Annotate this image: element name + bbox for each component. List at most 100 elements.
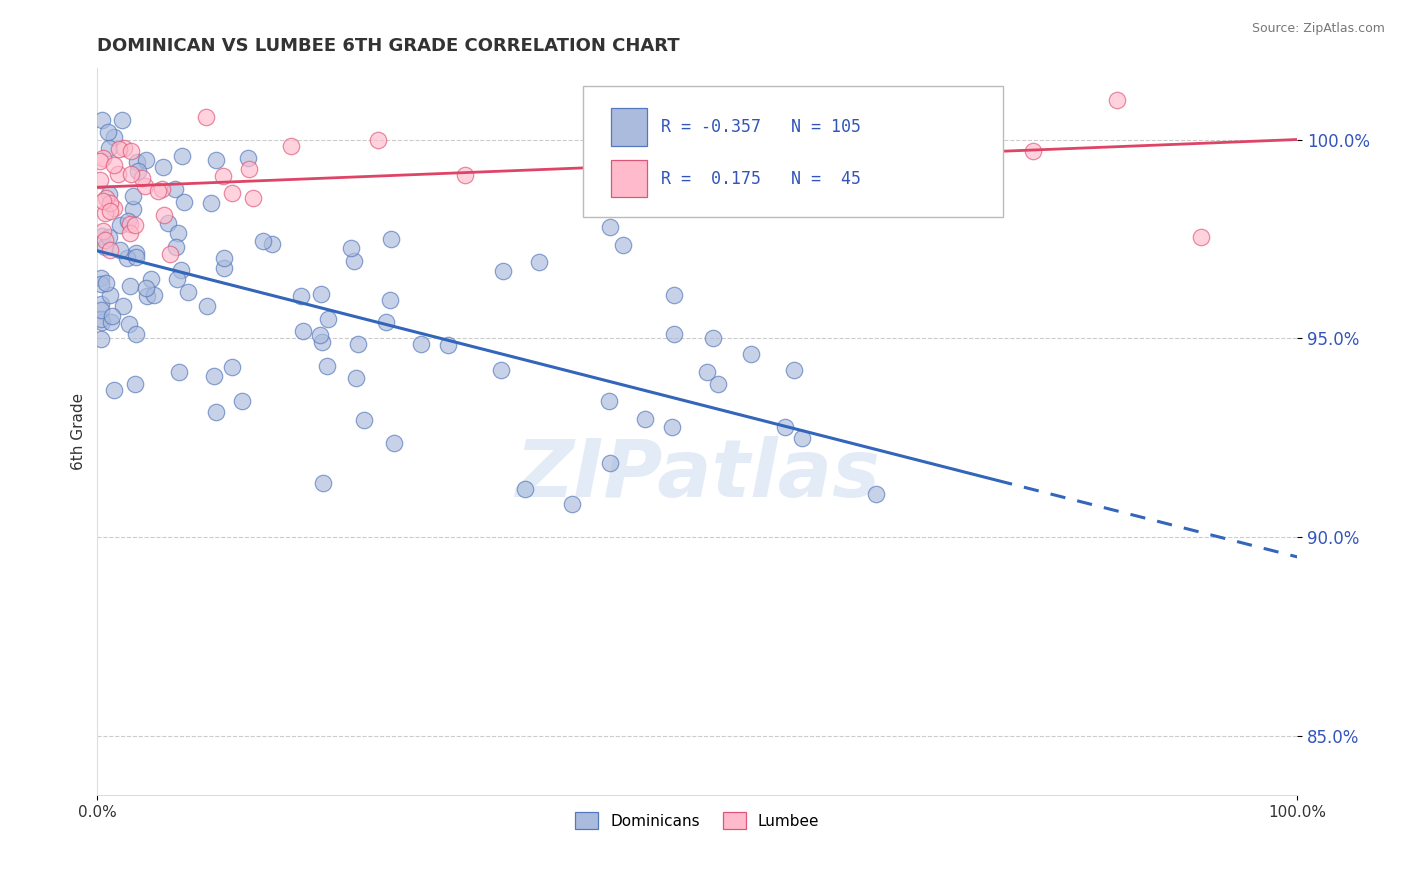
Point bbox=[131, 171, 153, 186]
Point bbox=[124, 219, 146, 233]
Point bbox=[626, 145, 648, 160]
Point bbox=[98, 203, 121, 218]
Point bbox=[103, 383, 125, 397]
Point bbox=[150, 182, 173, 196]
Point bbox=[90, 332, 112, 346]
Point bbox=[311, 287, 333, 301]
Text: Source: ZipAtlas.com: Source: ZipAtlas.com bbox=[1251, 22, 1385, 36]
Point bbox=[120, 217, 142, 231]
Point bbox=[665, 109, 688, 123]
Legend: Dominicans, Lumbee: Dominicans, Lumbee bbox=[569, 806, 825, 835]
Point bbox=[262, 237, 284, 252]
Point bbox=[91, 194, 114, 208]
Point bbox=[280, 139, 302, 153]
Point bbox=[117, 252, 139, 266]
Point bbox=[148, 185, 170, 199]
Point bbox=[93, 205, 115, 219]
Point bbox=[380, 293, 402, 308]
Point bbox=[347, 337, 370, 351]
Point bbox=[120, 167, 142, 181]
Point bbox=[98, 141, 121, 155]
Point bbox=[664, 326, 686, 341]
Point bbox=[492, 263, 515, 277]
Point bbox=[661, 420, 683, 434]
Point bbox=[194, 110, 217, 124]
Point bbox=[112, 141, 135, 155]
Point bbox=[91, 229, 114, 244]
Point bbox=[214, 260, 236, 275]
Point bbox=[205, 153, 228, 167]
Point bbox=[152, 161, 174, 175]
Point bbox=[125, 327, 148, 342]
Point bbox=[950, 93, 973, 107]
Y-axis label: 6th Grade: 6th Grade bbox=[72, 393, 86, 470]
Point bbox=[103, 158, 125, 172]
Point bbox=[866, 136, 889, 151]
Point bbox=[98, 288, 121, 302]
Point bbox=[103, 201, 125, 215]
Point bbox=[783, 362, 806, 376]
Point bbox=[167, 365, 190, 379]
Point bbox=[136, 289, 159, 303]
Point bbox=[724, 197, 747, 211]
Point bbox=[436, 338, 458, 352]
Point bbox=[127, 154, 149, 169]
Point bbox=[135, 153, 157, 167]
Point bbox=[156, 216, 179, 230]
Point bbox=[135, 281, 157, 295]
Point bbox=[170, 149, 193, 163]
Point bbox=[353, 413, 375, 427]
Point bbox=[205, 405, 228, 419]
Point bbox=[367, 133, 389, 147]
Point bbox=[454, 168, 477, 182]
Point bbox=[344, 371, 367, 385]
Point bbox=[143, 287, 166, 301]
Point bbox=[122, 189, 145, 203]
Point bbox=[91, 112, 114, 127]
Point bbox=[89, 172, 111, 186]
Point bbox=[200, 195, 222, 210]
Point bbox=[598, 394, 620, 409]
Point bbox=[236, 152, 259, 166]
Point bbox=[173, 194, 195, 209]
Point bbox=[529, 255, 551, 269]
Point bbox=[124, 376, 146, 391]
Point bbox=[93, 224, 115, 238]
Point bbox=[865, 487, 887, 501]
Point bbox=[1107, 93, 1129, 107]
Point bbox=[103, 130, 125, 145]
Point bbox=[93, 151, 115, 165]
Point bbox=[662, 288, 685, 302]
Point bbox=[120, 227, 142, 241]
Point bbox=[100, 196, 122, 211]
Point bbox=[153, 208, 176, 222]
Point bbox=[94, 240, 117, 254]
Point bbox=[212, 251, 235, 265]
Point bbox=[308, 328, 330, 343]
Point bbox=[176, 285, 198, 299]
FancyBboxPatch shape bbox=[583, 87, 1004, 217]
Point bbox=[212, 169, 235, 183]
Point bbox=[100, 315, 122, 329]
Point bbox=[702, 331, 724, 345]
Point bbox=[120, 279, 142, 293]
Point bbox=[124, 250, 146, 264]
Point bbox=[90, 303, 112, 318]
Point bbox=[599, 456, 621, 470]
Bar bbox=[610, 160, 647, 197]
Point bbox=[108, 143, 131, 157]
Point bbox=[382, 435, 405, 450]
Point bbox=[312, 476, 335, 491]
Point bbox=[696, 365, 718, 379]
Point bbox=[90, 271, 112, 285]
Point bbox=[122, 202, 145, 217]
Point bbox=[120, 144, 142, 158]
Point bbox=[316, 311, 339, 326]
Point bbox=[165, 240, 187, 254]
Point bbox=[340, 241, 363, 255]
Point bbox=[97, 229, 120, 244]
Text: R = -0.357   N = 105: R = -0.357 N = 105 bbox=[661, 118, 862, 136]
Point bbox=[163, 182, 186, 196]
Point bbox=[125, 246, 148, 260]
Point bbox=[111, 299, 134, 313]
